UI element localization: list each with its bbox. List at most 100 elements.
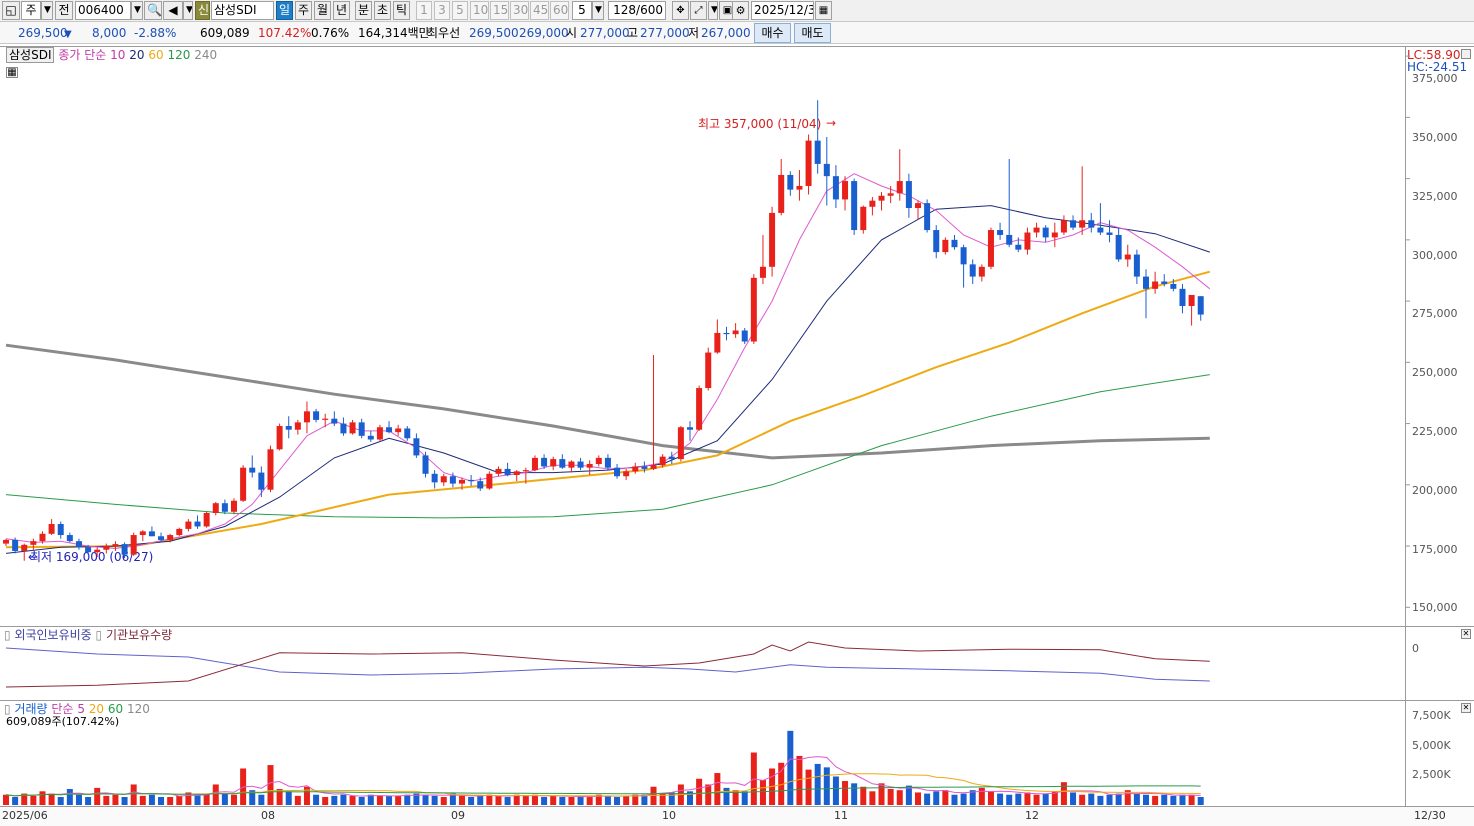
x-label: 09 xyxy=(451,809,465,822)
high-annotation: 최고 357,000 (11/04) xyxy=(698,117,822,131)
toolbar: ◱ 주 ▼ 전 006400 ▼ 🔍 ◀ ▼ 신 삼성SDI 일 주 월 년 분… xyxy=(0,0,1474,22)
stock-name[interactable]: 삼성SDI xyxy=(211,1,274,20)
down-arrow-icon: ▼ xyxy=(64,29,72,40)
legend-vma120: 120 xyxy=(127,702,150,716)
legend-marker-icon: ▯ xyxy=(95,628,103,642)
holdings-tick: 0 xyxy=(1412,642,1419,655)
chevron-down-icon[interactable]: ▼ xyxy=(592,1,604,20)
search-icon[interactable]: 🔍 xyxy=(144,1,162,20)
x-label: 08 xyxy=(261,809,275,822)
window-icon[interactable]: ◱ xyxy=(2,1,20,20)
price-legend: 삼성SDI 종가 단순 10 20 60 120 240 xyxy=(6,47,217,63)
time-axis[interactable] xyxy=(0,806,1474,826)
high-price: 277,000 xyxy=(640,26,690,40)
market-type-select[interactable]: 주 xyxy=(21,1,41,20)
arrow-left-icon: ← xyxy=(28,550,39,564)
panel-close-button[interactable]: ✕ xyxy=(1461,629,1471,639)
period-month[interactable]: 월 xyxy=(314,1,331,20)
x-label: 2025/06 xyxy=(2,809,48,822)
period-day[interactable]: 일 xyxy=(276,1,293,20)
new-badge: 신 xyxy=(195,1,210,20)
panel-menu-button[interactable] xyxy=(1461,49,1471,59)
custom-period-input[interactable]: 5 xyxy=(572,1,592,20)
legend-vma60: 60 xyxy=(107,702,124,716)
high-label: 고 xyxy=(627,26,639,40)
buy-button[interactable]: 매수 xyxy=(754,23,791,43)
arrow-right-icon: → xyxy=(826,116,837,130)
gear-icon[interactable]: ⚙ xyxy=(732,1,749,20)
legend-vma20: 20 xyxy=(88,702,105,716)
price-tick: 175,000 xyxy=(1412,543,1458,556)
lc-value: LC:58.90 xyxy=(1407,48,1461,62)
period-week[interactable]: 주 xyxy=(295,1,312,20)
change-percent: -2.88% xyxy=(134,26,177,40)
hc-value: HC:-24.51 xyxy=(1407,60,1468,74)
price-tick: 250,000 xyxy=(1412,366,1458,379)
legend-price-label: 종가 단순 xyxy=(58,48,107,62)
minute-45[interactable]: 45 xyxy=(530,1,549,20)
volume-ratio: 107.42% xyxy=(258,26,312,40)
volume-info: 609,089주(107.42%) xyxy=(6,715,120,728)
volume-tick: 2,500K xyxy=(1412,768,1451,781)
turnover: 0.76% xyxy=(311,26,350,40)
price-tick: 375,000 xyxy=(1412,72,1458,85)
calendar-icon[interactable]: ▦ xyxy=(815,1,832,20)
x-label: 11 xyxy=(834,809,848,822)
chevron-down-icon[interactable]: ▼ xyxy=(41,1,53,20)
period-second[interactable]: 초 xyxy=(374,1,391,20)
grid-icon[interactable]: ▦ xyxy=(6,67,18,78)
stock-legend[interactable]: 삼성SDI xyxy=(6,47,55,63)
period-minute[interactable]: 분 xyxy=(355,1,372,20)
chevron-down-icon[interactable]: ▼ xyxy=(131,1,143,20)
best-ask: 269,500 xyxy=(469,26,519,40)
legend-ma120: 120 xyxy=(167,48,191,62)
current-price: 269,500 xyxy=(18,26,68,40)
price-change: 8,000 xyxy=(92,26,127,40)
legend-marker-icon: ▯ xyxy=(4,702,11,716)
stock-code-input[interactable]: 006400 xyxy=(75,1,131,20)
legend-ma60: 60 xyxy=(148,48,164,62)
minute-10[interactable]: 10 xyxy=(470,1,489,20)
minute-60[interactable]: 60 xyxy=(550,1,569,20)
minute-30[interactable]: 30 xyxy=(510,1,529,20)
minute-15[interactable]: 15 xyxy=(490,1,509,20)
price-panel[interactable] xyxy=(0,46,1474,626)
minute-1[interactable]: 1 xyxy=(416,1,432,20)
low-price: 267,000 xyxy=(701,26,751,40)
volume-tick: 7,500K xyxy=(1412,709,1451,722)
panel-close-button[interactable]: ✕ xyxy=(1461,703,1471,713)
price-tick: 275,000 xyxy=(1412,307,1458,320)
price-tick: 150,000 xyxy=(1412,601,1458,614)
count-input[interactable]: 128/600 xyxy=(608,1,666,20)
holdings-panel[interactable] xyxy=(0,626,1474,700)
move-icon[interactable]: ✥ xyxy=(672,1,689,20)
chevron-down-icon[interactable]: ▼ xyxy=(183,1,193,20)
price-tick: 300,000 xyxy=(1412,249,1458,262)
open-price: 277,000 xyxy=(580,26,630,40)
legend-ma20: 20 xyxy=(129,48,145,62)
period-year[interactable]: 년 xyxy=(333,1,350,20)
x-end-label: 12/30 xyxy=(1414,809,1446,822)
fit-icon[interactable]: ⤢ xyxy=(690,1,707,20)
prev-button[interactable]: 전 xyxy=(55,1,73,20)
date-input[interactable]: 2025/12/30 xyxy=(751,1,814,20)
speaker-icon[interactable]: ◀ xyxy=(163,1,183,20)
quote-info-bar: 269,500 ▼ 8,000 -2.88% 609,089 107.42% 0… xyxy=(0,22,1474,44)
price-tick: 325,000 xyxy=(1412,190,1458,203)
volume-tick: 5,000K xyxy=(1412,739,1451,752)
minute-3[interactable]: 3 xyxy=(434,1,450,20)
chevron-down-icon[interactable]: ▼ xyxy=(708,1,718,20)
trade-amount: 164,314백만 xyxy=(358,26,430,40)
price-tick: 200,000 xyxy=(1412,484,1458,497)
x-label: 10 xyxy=(662,809,676,822)
legend-institution: 기관보유수량 xyxy=(105,628,173,642)
legend-volume: 거래량 xyxy=(14,702,48,716)
minute-5[interactable]: 5 xyxy=(452,1,468,20)
legend-ma10: 10 xyxy=(110,48,126,62)
price-axis[interactable] xyxy=(1405,46,1474,806)
sell-button[interactable]: 매도 xyxy=(794,23,831,43)
legend-vma5: 5 xyxy=(77,702,85,716)
period-tick[interactable]: 틱 xyxy=(393,1,410,20)
x-label: 12 xyxy=(1025,809,1039,822)
volume-panel[interactable] xyxy=(0,700,1474,805)
